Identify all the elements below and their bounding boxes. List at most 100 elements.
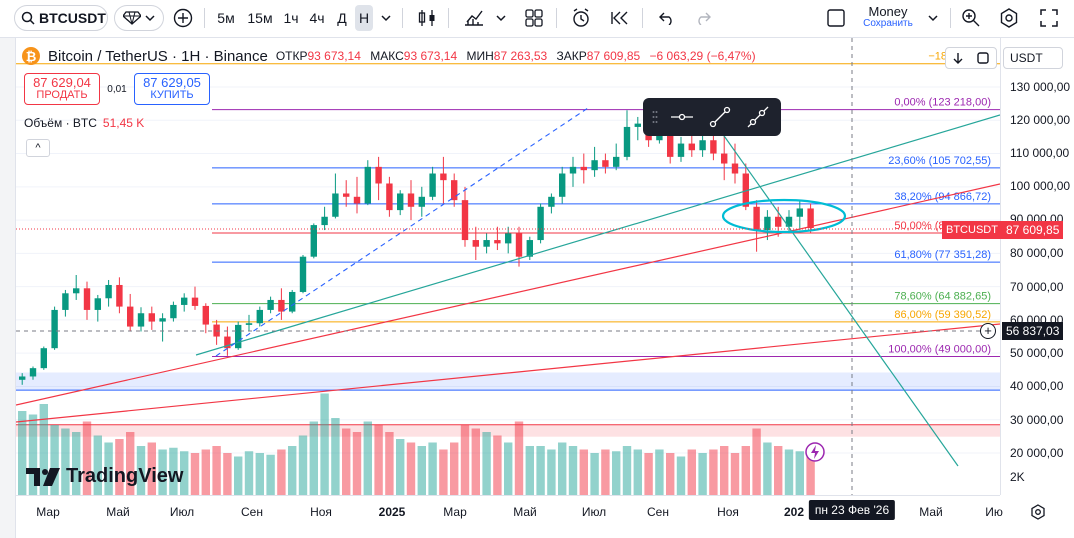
candle-body [688, 143, 695, 151]
volume-bar [579, 449, 588, 495]
trend-line-teal-rising[interactable] [195, 114, 1000, 356]
arrow-down-icon[interactable] [953, 52, 963, 64]
fullscreen-button[interactable] [1036, 5, 1062, 31]
symbol-name: BTCUSDT [39, 10, 106, 26]
price-scale[interactable]: 130 000,00 120 000,00 110 000,00 100 000… [1000, 38, 1074, 495]
volume-bar [28, 414, 38, 495]
quick-search-button[interactable] [958, 5, 984, 31]
indicators-dropdown[interactable] [492, 5, 510, 31]
volume-label: Объём · BTC [24, 116, 97, 130]
volume-bar [93, 435, 102, 495]
volume-bar [493, 435, 502, 495]
trading-panel: 87 629,04 ПРОДАТЬ 0,01 87 629,05 КУПИТЬ [24, 73, 210, 105]
candle-body [321, 216, 328, 226]
layout-name: Money [868, 4, 908, 19]
time-axis-settings-button[interactable] [1026, 500, 1050, 524]
candle-body [353, 196, 361, 204]
symbol-price-label: BTCUSDT [942, 221, 1002, 239]
horizontal-line-tool[interactable] [665, 102, 699, 132]
symbol-search-button[interactable]: BTCUSDT [14, 5, 108, 31]
tradingview-logo[interactable]: TradingView [26, 465, 183, 488]
interval-week-active[interactable]: Н [355, 5, 373, 31]
trend-line-blue-dashed[interactable] [215, 107, 589, 357]
volume-bar [644, 453, 653, 495]
price-chart[interactable]: −18,00% (130,00% (123 218,00)23,60% (105… [16, 38, 1000, 495]
volume-bar [72, 432, 81, 495]
low-label: МИН [466, 49, 494, 63]
interval-4h[interactable]: 4ч [309, 10, 325, 26]
candle-body [137, 313, 145, 327]
volume-bar [374, 425, 383, 495]
indicators-button[interactable] [460, 5, 488, 31]
price-tick: 120 000,00 [1010, 113, 1071, 127]
chevron-down-icon [496, 15, 506, 22]
chart-title[interactable]: Bitcoin / TetherUS · 1H · Binance [48, 47, 268, 65]
undo-button[interactable] [654, 5, 680, 31]
time-tick: Июл [169, 505, 195, 519]
volume-bar [277, 449, 286, 495]
replay-button[interactable] [606, 5, 634, 31]
event-marker[interactable] [805, 442, 825, 462]
add-symbol-button[interactable] [170, 5, 196, 31]
add-alert-plus-icon[interactable]: + [980, 323, 996, 339]
sell-button[interactable]: 87 629,04 ПРОДАТЬ [24, 73, 100, 105]
volume-bar [471, 428, 480, 495]
price-scale-controls [945, 47, 997, 69]
candle-body [245, 323, 253, 325]
settings-button[interactable] [996, 5, 1022, 31]
collapse-legend-button[interactable]: ^ [26, 139, 50, 157]
volume-bar [406, 442, 416, 495]
layout-grid-icon [525, 9, 543, 27]
volume-bar [774, 446, 783, 495]
trend-line-red-rising[interactable] [16, 183, 1000, 406]
candle-body [483, 240, 490, 247]
toolbar-divider [950, 8, 951, 28]
volume-bar [784, 449, 794, 495]
alert-button[interactable] [568, 5, 594, 31]
drag-handle[interactable] [649, 102, 661, 132]
interval-5m[interactable]: 5м [217, 10, 235, 26]
alert-clock-icon [573, 8, 589, 27]
chevron-down-icon [145, 15, 155, 22]
highlight-ellipse[interactable] [721, 198, 847, 234]
volume-bar [568, 446, 578, 495]
trend-line-red-long[interactable] [16, 323, 1000, 423]
fib-level-label: 61,80% (77 351,28) [894, 249, 991, 261]
trend-line-drawings[interactable] [16, 38, 1000, 495]
volume-bar [352, 432, 362, 495]
volume-bar [536, 446, 545, 495]
trend-line-tool[interactable] [703, 102, 737, 132]
left-drawing-toolbar [0, 38, 16, 538]
toolbar-divider [642, 8, 643, 28]
volume-indicator-legend[interactable]: Объём · BTC 51,45 K [24, 116, 144, 130]
layout-dropdown[interactable] [924, 5, 942, 31]
layout-button[interactable] [521, 5, 547, 31]
candle-body [278, 299, 285, 312]
time-axis[interactable]: Мар Май Июл Сен Ноя 2025 Мар Май Июл Сен… [16, 495, 1003, 538]
candle-body [429, 173, 436, 197]
candle-body [623, 126, 631, 157]
candle-body [29, 368, 37, 377]
trend-line-teal-falling[interactable] [721, 132, 959, 467]
volume-bar [363, 421, 372, 495]
volume-bar [126, 432, 135, 495]
candle-body [721, 153, 728, 164]
layout-toggle-button[interactable] [824, 5, 848, 31]
compare-diamond-button[interactable] [114, 5, 164, 31]
time-tick: Ноя [717, 505, 739, 519]
layout-name-button[interactable]: Money Сохранить [856, 5, 920, 31]
interval-1h[interactable]: 1ч [283, 10, 299, 26]
auto-scale-icon[interactable] [976, 51, 990, 65]
redo-button[interactable] [690, 5, 716, 31]
buy-button[interactable]: 87 629,05 КУПИТЬ [134, 73, 210, 105]
ray-tool[interactable] [741, 102, 775, 132]
volume-bar [741, 446, 750, 495]
interval-15m[interactable]: 15м [247, 10, 273, 26]
chart-type-button[interactable] [414, 5, 440, 31]
toolbar-divider [448, 8, 449, 28]
interval-day[interactable]: Д [337, 10, 347, 26]
volume-tick: 2K [1010, 470, 1025, 484]
candle-body [170, 304, 177, 319]
currency-selector[interactable]: USDT [1003, 47, 1063, 69]
interval-dropdown[interactable] [377, 5, 395, 31]
